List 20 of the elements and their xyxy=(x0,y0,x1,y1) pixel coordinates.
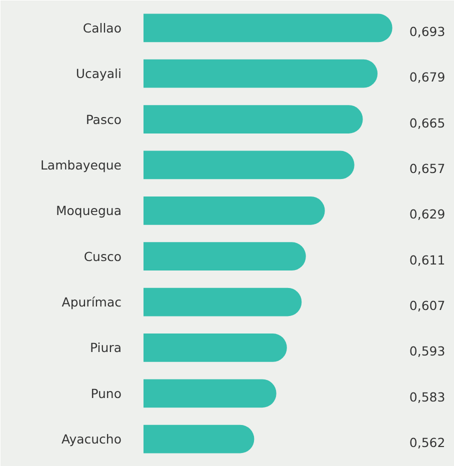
data-label: 0,593 xyxy=(409,344,446,359)
y-tick-label: Piura xyxy=(90,340,122,356)
data-label: 0,657 xyxy=(409,160,446,176)
data-label: 0,665 xyxy=(409,115,446,130)
y-tick-label: Lambayeque xyxy=(40,157,122,172)
y-tick-label: Pasco xyxy=(86,112,122,127)
y-tick-label: Apurímac xyxy=(62,294,122,310)
y-tick-label: Cusco xyxy=(84,248,122,264)
y-tick-label: Callao xyxy=(82,20,122,36)
data-label: 0,679 xyxy=(409,70,446,85)
data-label: 0,693 xyxy=(409,24,446,39)
data-label: 0,611 xyxy=(409,252,446,268)
data-label: 0,562 xyxy=(409,435,446,450)
data-label: 0,629 xyxy=(409,206,446,222)
data-label: 0,607 xyxy=(409,298,446,314)
y-tick-label: Moquegua xyxy=(56,203,122,218)
y-tick-label: Ayacucho xyxy=(62,432,122,447)
y-tick-label: Puno xyxy=(90,386,122,401)
data-label: 0,583 xyxy=(409,389,446,404)
y-tick-label: Ucayali xyxy=(76,66,122,82)
